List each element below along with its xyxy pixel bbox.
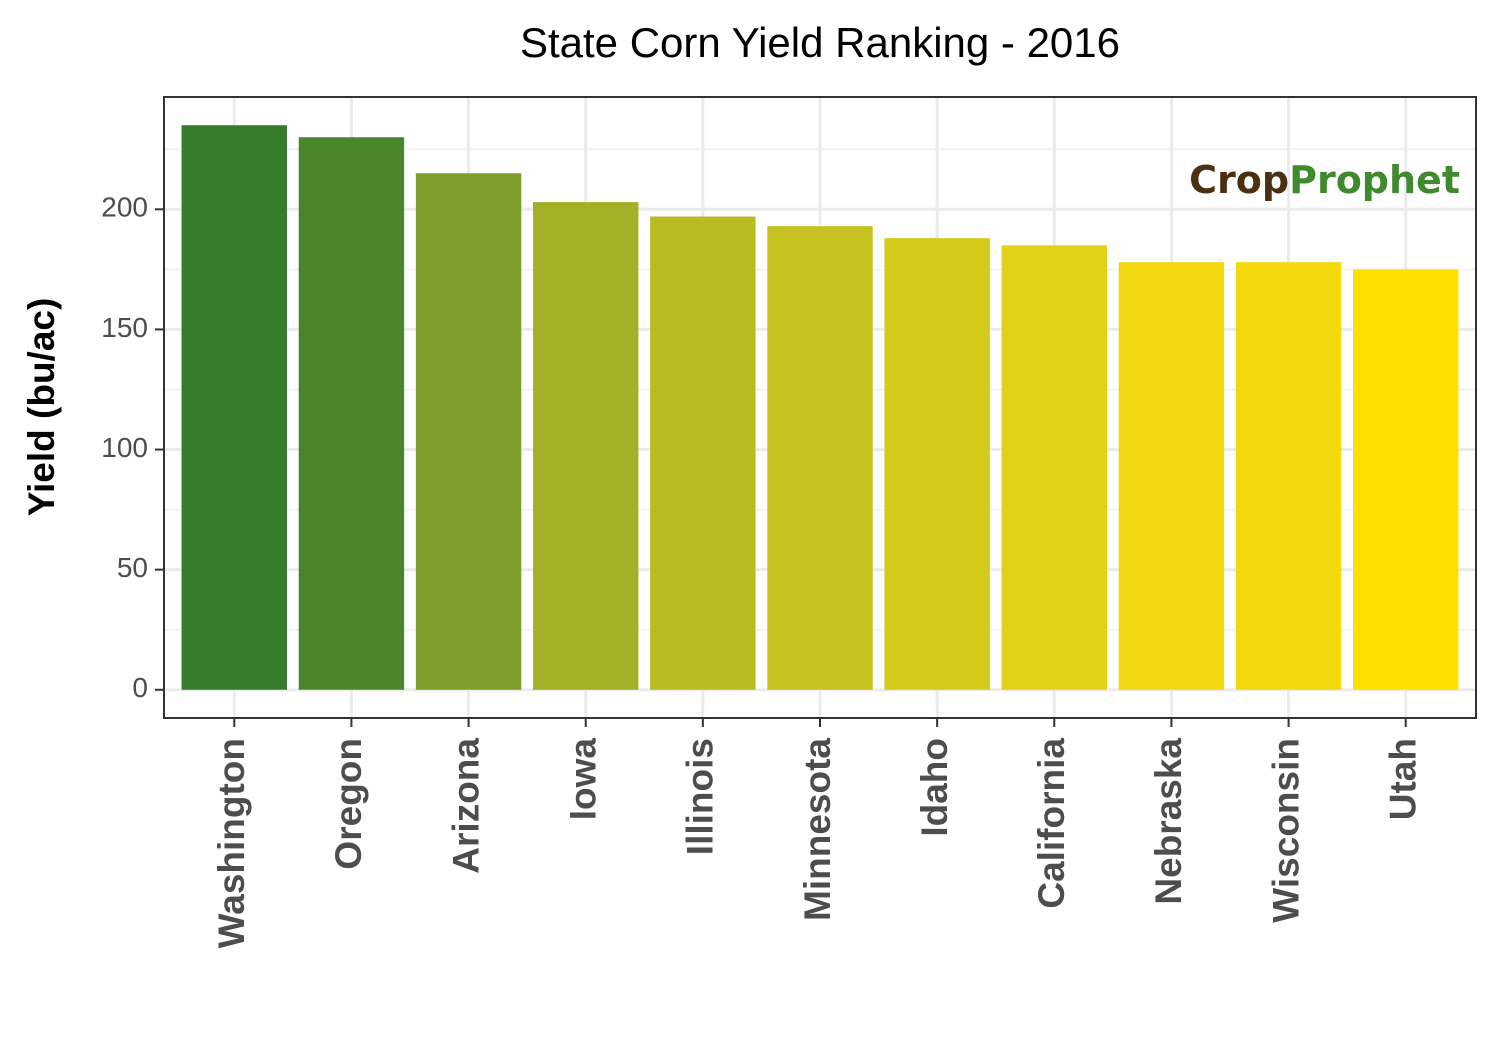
logo: CropProphet bbox=[1189, 158, 1460, 202]
logo-prophet: Prophet bbox=[1289, 158, 1460, 202]
bar bbox=[415, 173, 522, 690]
y-tick-label: 0 bbox=[132, 672, 148, 703]
y-tick-label: 200 bbox=[101, 192, 148, 223]
bar bbox=[1118, 262, 1225, 690]
logo-crop: Crop bbox=[1189, 158, 1289, 202]
y-tick-label: 50 bbox=[117, 552, 148, 583]
x-tick-label: California bbox=[1031, 738, 1072, 909]
x-tick-label: Minnesota bbox=[797, 738, 838, 921]
chart-title: State Corn Yield Ranking - 2016 bbox=[520, 19, 1120, 66]
x-tick-label: Arizona bbox=[445, 738, 486, 874]
x-tick-label: Iowa bbox=[562, 738, 603, 821]
y-tick-label: 100 bbox=[101, 432, 148, 463]
bar bbox=[884, 238, 990, 690]
bar bbox=[181, 125, 287, 690]
bar bbox=[1235, 262, 1342, 690]
x-tick-label: Illinois bbox=[680, 738, 721, 855]
x-tick-label: Idaho bbox=[914, 738, 955, 837]
bar bbox=[533, 202, 639, 690]
x-tick-label: Utah bbox=[1382, 738, 1423, 820]
panel-border bbox=[163, 96, 1477, 719]
bar bbox=[650, 216, 756, 690]
bar bbox=[767, 226, 873, 690]
bar bbox=[1353, 269, 1459, 690]
x-tick-label: Oregon bbox=[328, 738, 369, 870]
bar bbox=[298, 137, 405, 690]
bar bbox=[1001, 245, 1107, 690]
x-tick-label: Wisconsin bbox=[1265, 738, 1306, 923]
y-axis-title: Yield (bu/ac) bbox=[21, 298, 62, 517]
x-tick-label: Nebraska bbox=[1148, 738, 1189, 905]
x-tick-label: Washington bbox=[211, 738, 252, 948]
y-tick-label: 150 bbox=[101, 312, 148, 343]
